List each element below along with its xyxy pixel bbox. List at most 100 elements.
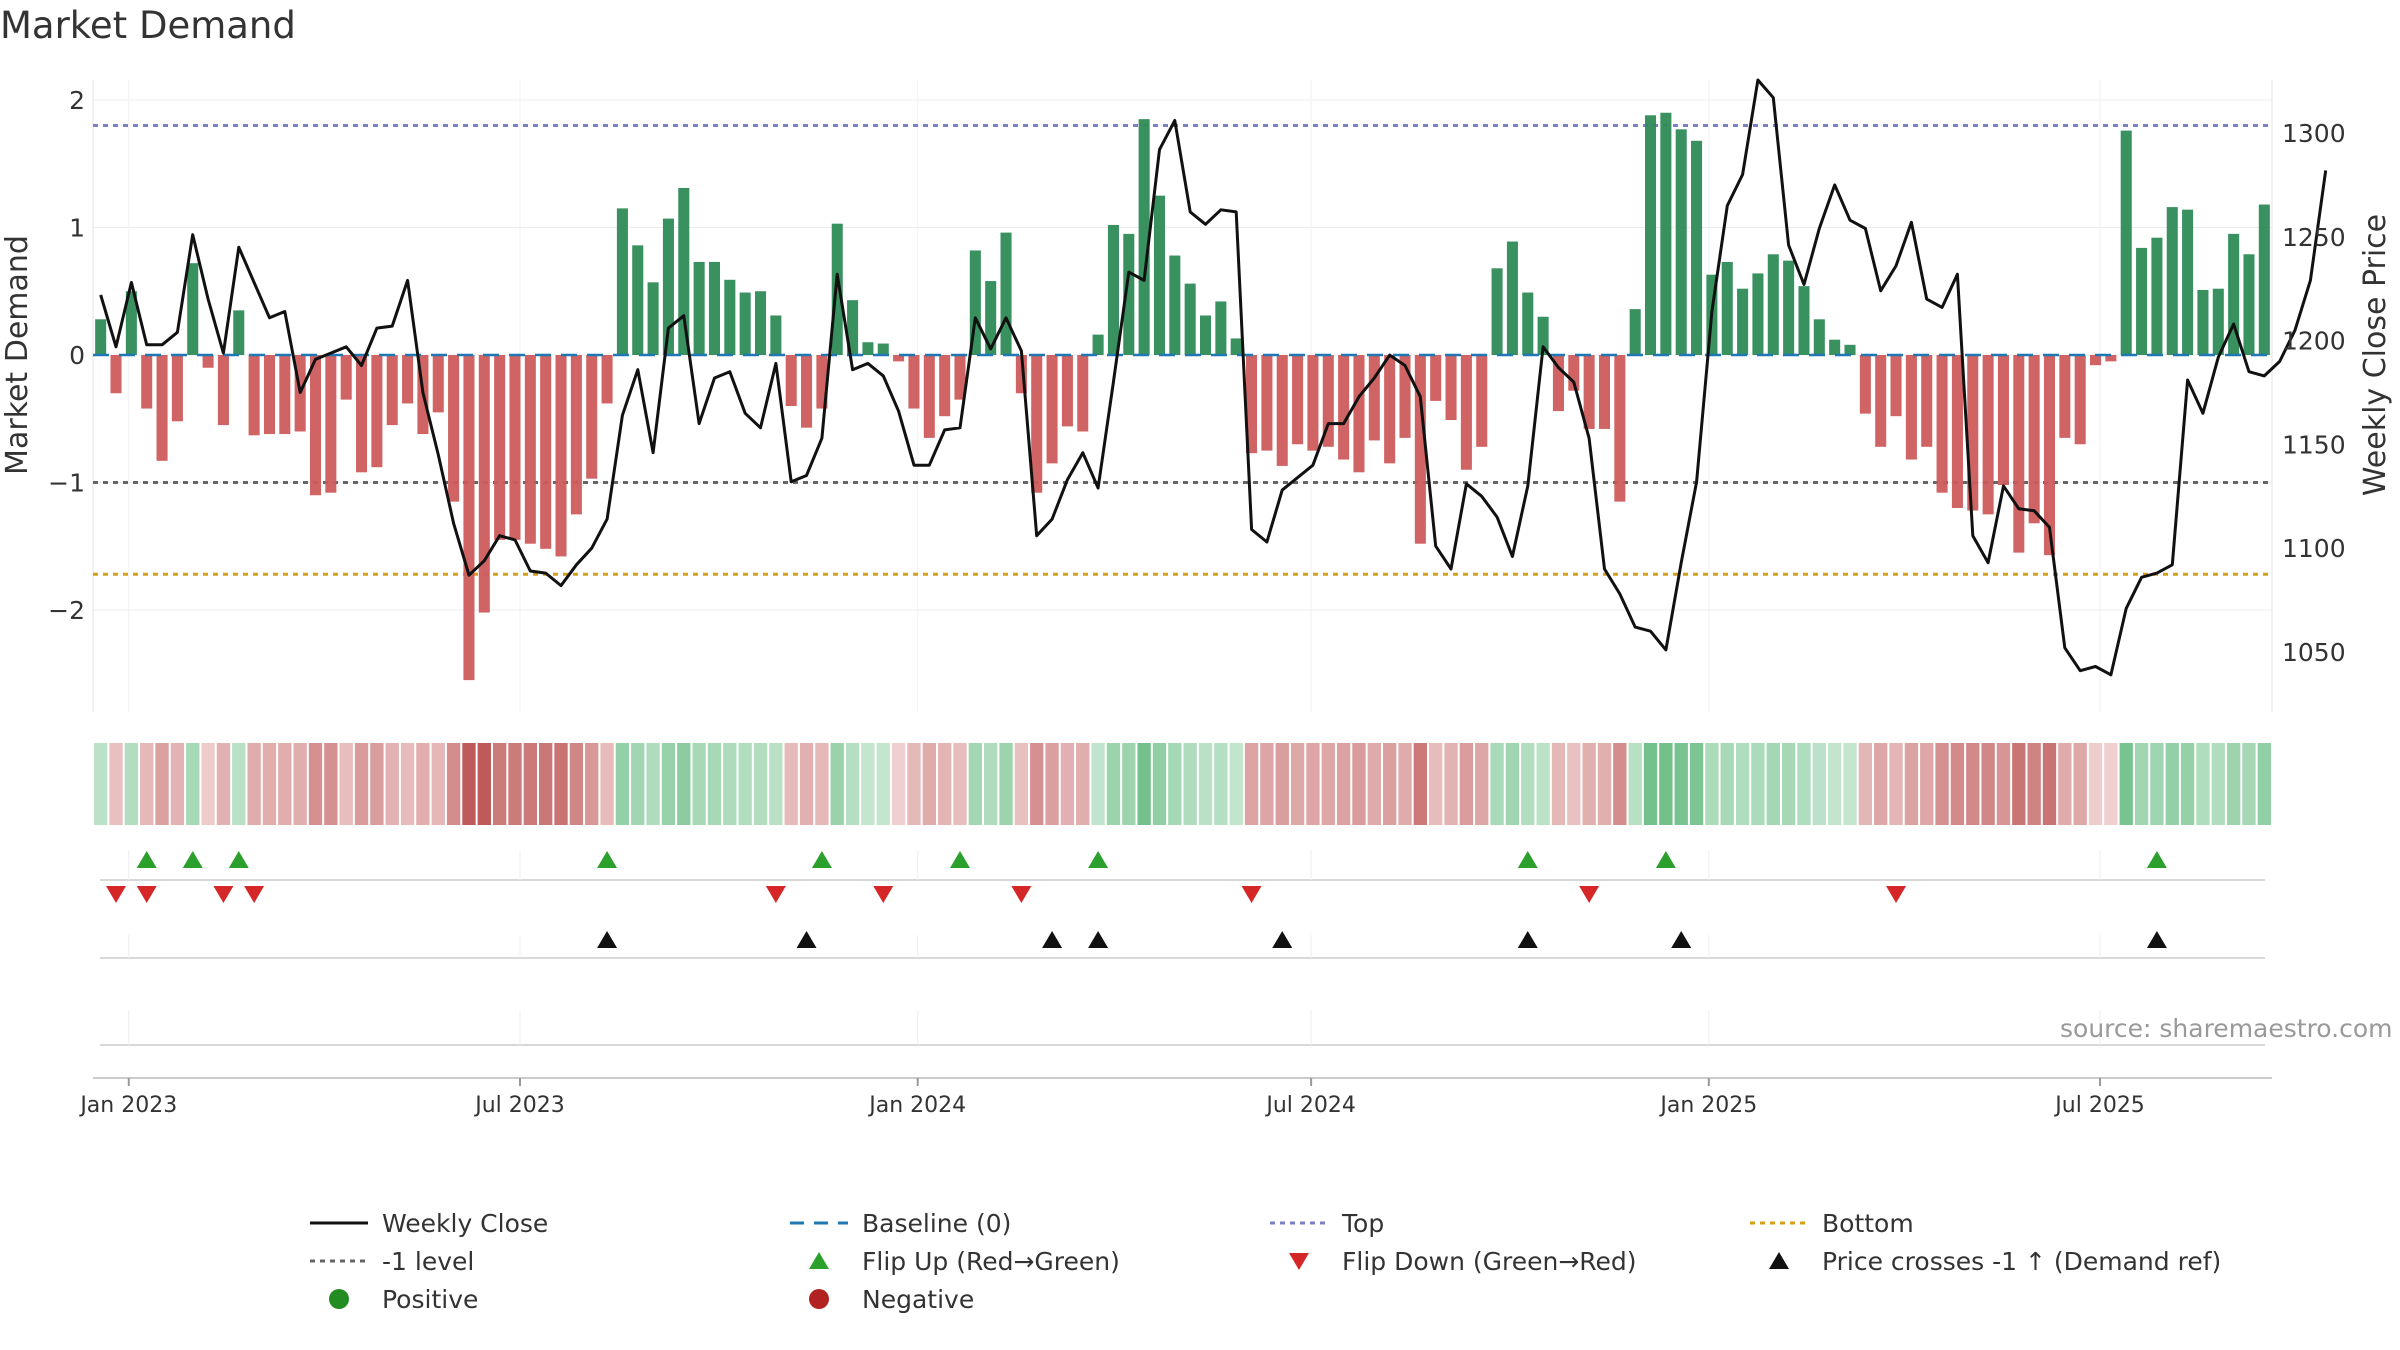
price-cross-marker [1517, 931, 1538, 948]
demand-bar [785, 355, 797, 406]
price-cross-marker [597, 931, 618, 948]
demand-bar [202, 355, 214, 368]
demand-bar [1199, 315, 1212, 355]
heat-cell [1705, 743, 1719, 825]
heat-cell [953, 743, 967, 825]
heat-cell [2134, 743, 2149, 825]
heat-cell [999, 743, 1013, 825]
heat-cell [554, 743, 568, 825]
legend-label: Negative [862, 1284, 975, 1314]
demand-bar [1859, 355, 1871, 414]
demand-bar [1737, 288, 1749, 355]
demand-bar [2228, 233, 2240, 355]
y-tick-label: −2 [48, 596, 85, 625]
demand-bar [2090, 355, 2102, 366]
heat-cell [1352, 743, 1366, 825]
left-axis: 2 1 0 −1 −2 [48, 86, 85, 625]
price-cross-marker [796, 931, 817, 948]
legend-label: Price crosses -1 ↑ (Demand ref) [1822, 1246, 2222, 1276]
demand-bar [1460, 355, 1472, 470]
demand-bar [2043, 355, 2056, 556]
demand-bar [1875, 355, 1887, 447]
legend-label: Flip Down (Green→Red) [1342, 1246, 1637, 1276]
demand-bar [1399, 355, 1411, 438]
heat-cell [262, 743, 277, 825]
demand-bar [494, 355, 506, 540]
flip-up-marker [2146, 851, 2167, 868]
demand-bar [954, 355, 966, 400]
heat-cell [922, 743, 936, 825]
flip-up-marker [182, 851, 203, 868]
heat-cell [1827, 743, 1842, 825]
heat-cell [799, 743, 814, 825]
heat-cell [1152, 743, 1167, 825]
heat-cell [1920, 743, 1934, 825]
demand-bar [908, 355, 920, 409]
heat-cell [1659, 743, 1673, 825]
heat-cell [492, 743, 507, 825]
heat-cell [1766, 743, 1780, 825]
heat-cell [1306, 743, 1320, 825]
heat-cell [140, 743, 154, 825]
demand-bar [1138, 119, 1150, 355]
heat-cell [1981, 743, 1995, 825]
flip-down-marker [1011, 886, 1032, 903]
demand-bar [1997, 355, 2009, 486]
demand-bar [816, 355, 828, 409]
demand-bar [156, 355, 168, 461]
demand-bar [2197, 289, 2209, 355]
heat-cell [876, 743, 890, 825]
x-tick-label: Jul 2025 [2053, 1093, 2145, 1118]
heat-cell [984, 743, 998, 825]
heat-cell [1935, 743, 1949, 825]
heat-cell [2226, 743, 2241, 825]
flip-down-marker [244, 886, 265, 903]
demand-bar [1813, 319, 1825, 355]
demand-bar [1844, 344, 1856, 355]
heat-cell [2119, 743, 2133, 825]
demand-bar [1568, 355, 1580, 391]
demand-bar [1982, 355, 1994, 515]
heat-cell [1106, 743, 1121, 825]
demand-bar [2182, 209, 2194, 355]
demand-bar [1276, 355, 1288, 466]
heat-cell [1889, 743, 1903, 825]
demand-bar [739, 292, 751, 355]
heat-cell [1858, 743, 1873, 825]
demand-bar [2074, 355, 2086, 445]
flip-up-marker [597, 851, 618, 868]
demand-bar [1721, 261, 1733, 355]
demand-bar [877, 343, 889, 355]
heat-cell [784, 743, 798, 825]
marker-rows [100, 850, 2265, 1046]
demand-bar [1338, 355, 1350, 460]
x-tick-label: Jan 2023 [78, 1093, 177, 1118]
demand-bar [893, 355, 905, 362]
demand-bar [2028, 355, 2040, 524]
demand-bar [463, 355, 475, 681]
heat-cell [2012, 743, 2026, 825]
x-tick-label: Jan 2025 [1658, 1093, 1757, 1118]
y-tick-label: 2 [69, 86, 85, 115]
heat-cell [124, 743, 139, 825]
heat-cell [1950, 743, 1965, 825]
demand-bars [93, 112, 2272, 681]
heat-cell [830, 743, 844, 825]
heat-cell [1321, 743, 1335, 825]
demand-bar [95, 319, 107, 355]
heat-cell [1781, 743, 1796, 825]
heat-cell [1797, 743, 1811, 825]
heat-cell [968, 743, 983, 825]
heat-cell [2150, 743, 2164, 825]
demand-bar [2059, 355, 2071, 438]
y2-tick-label: 1200 [2282, 327, 2346, 356]
heat-cell [677, 743, 691, 825]
demand-bar [1092, 334, 1104, 355]
x-tick-label: Jul 2024 [1264, 1093, 1356, 1118]
heat-cell [539, 743, 553, 825]
demand-bar [754, 291, 767, 355]
legend-symbol-marker [809, 1252, 829, 1269]
heat-cell [1720, 743, 1734, 825]
legend-label: -1 level [382, 1246, 475, 1276]
heat-cell [477, 743, 491, 825]
